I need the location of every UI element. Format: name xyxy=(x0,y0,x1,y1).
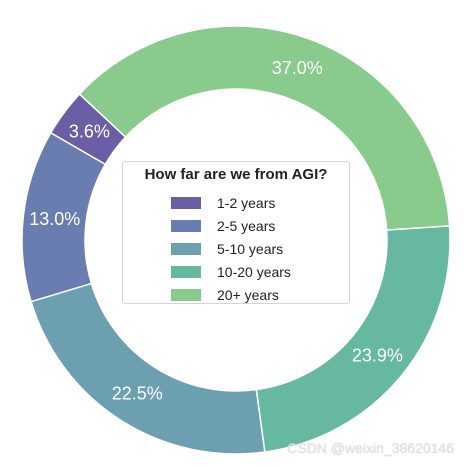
legend-label: 20+ years xyxy=(217,287,279,303)
slice-20-plus-years xyxy=(78,25,451,231)
slice-label: 37.0% xyxy=(272,58,323,78)
legend-swatch xyxy=(171,220,201,232)
legend-label: 10-20 years xyxy=(217,264,291,280)
slice-label: 22.5% xyxy=(112,384,163,404)
slice-label: 13.0% xyxy=(29,209,80,229)
legend-label: 5-10 years xyxy=(217,241,284,257)
legend-entry-10-20-years: 10-20 years xyxy=(171,263,291,281)
watermark: CSDN @weixin_38620146 xyxy=(287,440,454,456)
legend-entry-5-10-years: 5-10 years xyxy=(171,240,283,258)
legend-swatch xyxy=(171,266,201,278)
donut-slices xyxy=(21,25,451,455)
slice-label: 23.9% xyxy=(352,345,403,365)
legend-swatch xyxy=(171,197,201,209)
legend: How far are we from AGI? 1-2 years 2-5 y… xyxy=(122,161,350,304)
legend-entry-2-5-years: 2-5 years xyxy=(171,217,275,235)
legend-label: 2-5 years xyxy=(217,218,276,234)
legend-label: 1-2 years xyxy=(217,195,276,211)
slice-label: 3.6% xyxy=(69,121,110,141)
slice-5-10-years xyxy=(30,282,266,455)
slice-labels: 3.6% 13.0% 22.5% 23.9% 37.0% xyxy=(29,58,403,403)
legend-title: How far are we from AGI? xyxy=(144,166,328,183)
legend-entry-20-plus-years: 20+ years xyxy=(171,286,279,304)
legend-swatch xyxy=(171,289,201,301)
legend-entry-1-2-years: 1-2 years xyxy=(171,194,275,212)
legend-swatch xyxy=(171,243,201,255)
